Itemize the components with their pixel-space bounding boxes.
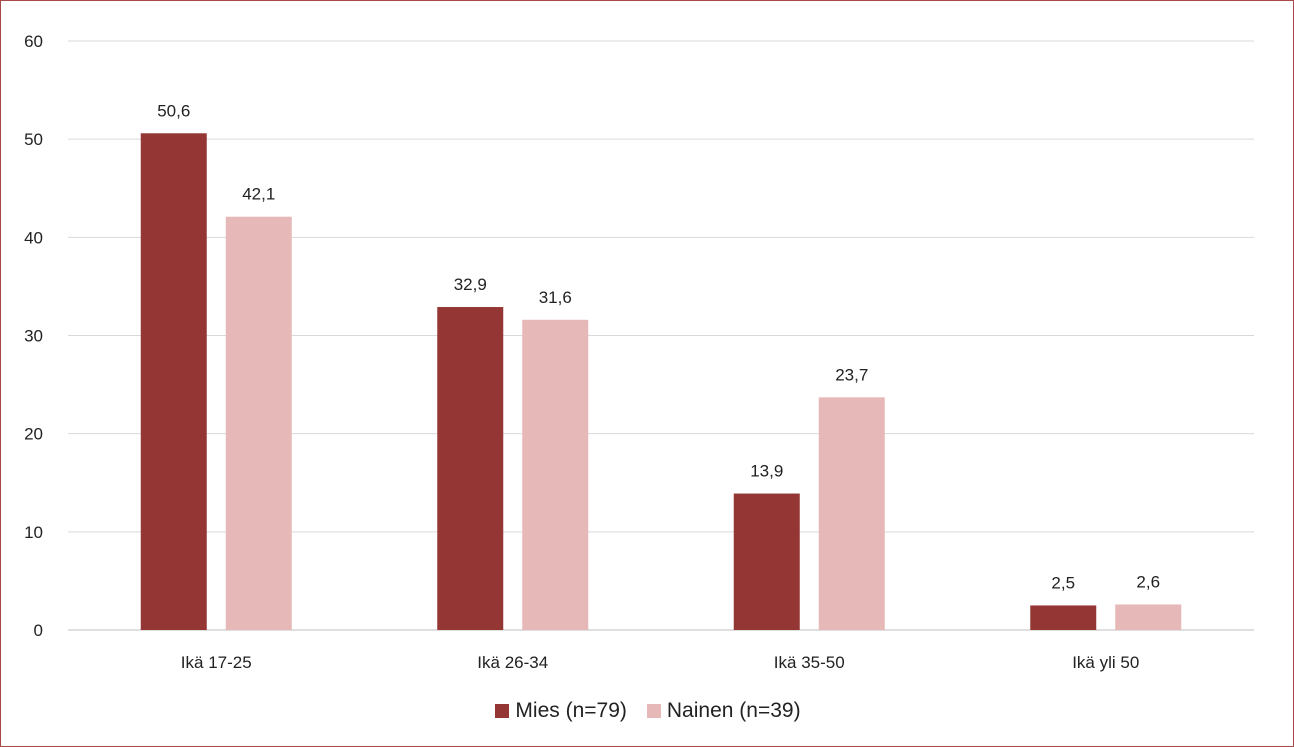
y-axis-tick-labels: 0 10 20 30 40 50 60	[24, 32, 43, 640]
legend-item-mies: Mies (n=79)	[495, 699, 627, 723]
y-tick-label: 40	[24, 228, 43, 247]
x-category-label: Ikä 26-34	[477, 653, 548, 672]
x-category-label: Ikä 35-50	[774, 653, 845, 672]
bar	[437, 307, 504, 630]
bar	[140, 133, 207, 630]
y-tick-label: 0	[34, 621, 43, 640]
data-label: 23,7	[835, 365, 868, 384]
data-label: 2,6	[1136, 572, 1160, 591]
x-category-label: Ikä yli 50	[1072, 653, 1139, 672]
y-tick-label: 30	[24, 327, 43, 346]
y-tick-label: 60	[24, 32, 43, 51]
data-label: 32,9	[454, 275, 487, 294]
legend-swatch-nainen	[646, 704, 661, 718]
data-label: 50,6	[157, 101, 190, 120]
bar-chart: 0 10 20 30 40 50 60 50,6 42,1 32,9 31,6 13,9 23,7 2,…	[24, 32, 1254, 672]
data-labels: 50,6 42,1 32,9 31,6 13,9 23,7 2,5 2,6	[157, 101, 1160, 592]
data-label: 31,6	[539, 288, 572, 307]
bar	[818, 397, 885, 630]
bars	[140, 133, 1182, 631]
data-label: 2,5	[1051, 573, 1075, 592]
bar	[1115, 604, 1182, 630]
data-label: 42,1	[242, 185, 275, 204]
y-tick-label: 10	[24, 523, 43, 542]
legend-label-nainen: Nainen (n=39)	[666, 699, 801, 722]
legend-label-mies: Mies (n=79)	[515, 699, 627, 722]
bar	[1030, 605, 1097, 630]
y-tick-label: 50	[24, 130, 43, 149]
bar	[225, 216, 292, 631]
legend-item-nainen: Nainen (n=39)	[646, 699, 801, 723]
x-category-label: Ikä 17-25	[181, 653, 252, 672]
y-tick-label: 20	[24, 425, 43, 444]
data-label: 13,9	[750, 462, 783, 481]
legend-swatch-mies	[495, 704, 510, 718]
x-axis-category-labels: Ikä 17-25 Ikä 26-34 Ikä 35-50 Ikä yli 50	[181, 653, 1139, 672]
legend: Mies (n=79) Nainen (n=39)	[1, 699, 1294, 723]
bar	[733, 493, 800, 630]
bar	[522, 319, 589, 630]
